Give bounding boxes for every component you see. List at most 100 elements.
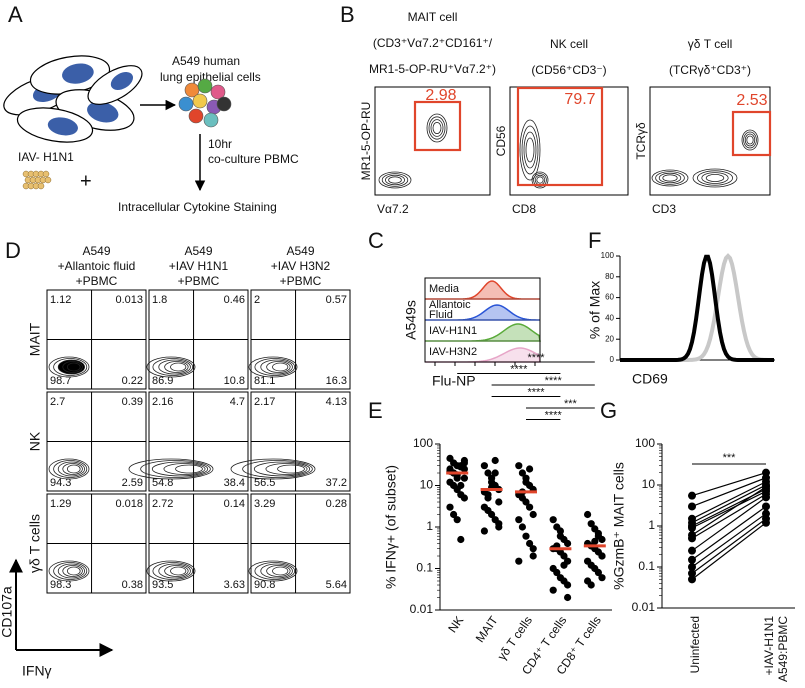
contour bbox=[152, 358, 194, 376]
y-tick-label: 100 bbox=[635, 436, 655, 450]
cell-nucleus bbox=[87, 101, 119, 123]
contour bbox=[265, 463, 308, 475]
quadrant-value: 2.59 bbox=[122, 477, 143, 489]
data-point bbox=[587, 581, 595, 589]
column-header: +PBMC bbox=[178, 274, 220, 288]
pair-line bbox=[691, 513, 767, 568]
contour bbox=[744, 133, 756, 147]
contour bbox=[430, 119, 444, 137]
y-axis-label: TCRγδ bbox=[634, 122, 648, 160]
data-point bbox=[688, 569, 696, 578]
quadrant-value: 93.5 bbox=[152, 579, 173, 591]
data-point bbox=[560, 552, 568, 560]
data-point bbox=[453, 474, 461, 482]
data-point bbox=[549, 586, 557, 594]
contour bbox=[525, 137, 535, 163]
quadrant-value: 0.013 bbox=[115, 294, 143, 306]
contour bbox=[705, 173, 725, 182]
contour bbox=[146, 560, 196, 582]
y-tick-label: 40 bbox=[605, 314, 614, 323]
data-point bbox=[484, 491, 492, 499]
data-point bbox=[762, 482, 770, 491]
data-point bbox=[529, 545, 537, 553]
data-point bbox=[594, 532, 603, 540]
staining-label: Intracellular Cytokine Staining bbox=[118, 200, 277, 214]
x-axis-label: Flu-NP bbox=[432, 373, 476, 389]
y-axis-label: %GzmB⁺ MAIT cells bbox=[611, 462, 627, 590]
significance-label: **** bbox=[545, 375, 563, 387]
pair-line bbox=[691, 505, 767, 561]
contour bbox=[384, 174, 405, 186]
contour bbox=[658, 172, 682, 184]
quadrant-value: 1.12 bbox=[50, 294, 71, 306]
x-axis-label: CD3 bbox=[652, 202, 676, 216]
contour bbox=[692, 168, 738, 188]
contour bbox=[170, 362, 187, 372]
x-tick-label: Uninfected bbox=[688, 616, 702, 673]
data-point bbox=[495, 520, 503, 528]
contour bbox=[428, 116, 446, 140]
column-header: +Allantoic fluid bbox=[58, 259, 136, 273]
data-point bbox=[762, 502, 770, 511]
data-point bbox=[518, 523, 527, 531]
y-tick-label: 0 bbox=[610, 355, 615, 364]
track-label: IAV-H3N2 bbox=[429, 346, 477, 358]
column-header: A549 bbox=[184, 244, 212, 258]
x-tick-label: MAIT bbox=[473, 613, 501, 645]
pair-line bbox=[691, 490, 767, 529]
x-tick-label: NK bbox=[445, 614, 466, 636]
data-point bbox=[688, 555, 696, 564]
quadrant-value: 38.4 bbox=[224, 477, 245, 489]
quadrant-value: 10.8 bbox=[224, 375, 245, 387]
cell-nucleus bbox=[47, 117, 78, 136]
quadrant-value: 4.13 bbox=[326, 396, 347, 408]
contour bbox=[697, 170, 734, 186]
data-point bbox=[515, 516, 523, 524]
contour bbox=[57, 563, 86, 579]
panel-letter: B bbox=[340, 2, 355, 27]
contour bbox=[378, 171, 412, 189]
data-point bbox=[495, 498, 503, 506]
quadrant-value: 54.8 bbox=[152, 477, 173, 489]
contour bbox=[242, 460, 313, 478]
panel-letter: A bbox=[8, 2, 23, 27]
pair-line bbox=[691, 477, 767, 507]
track-label: Fluid bbox=[429, 309, 453, 321]
x-tick-label: A549:PBMC bbox=[776, 616, 790, 682]
column-header: A549 bbox=[82, 244, 110, 258]
cell-nucleus bbox=[62, 63, 94, 84]
gate-value: 2.98 bbox=[425, 87, 456, 104]
contour bbox=[53, 460, 88, 478]
plot-frame bbox=[374, 86, 491, 196]
contour bbox=[426, 113, 448, 143]
pbmc-cell bbox=[192, 93, 208, 109]
plus-sign: + bbox=[80, 170, 92, 192]
data-point bbox=[556, 532, 565, 540]
data-point bbox=[480, 462, 488, 470]
data-point bbox=[491, 456, 499, 465]
contour bbox=[266, 565, 291, 577]
virus-particle bbox=[42, 170, 50, 178]
contour bbox=[266, 361, 291, 373]
contour bbox=[746, 135, 754, 145]
data-point bbox=[450, 510, 458, 519]
column-header: A549 bbox=[286, 244, 314, 258]
contour bbox=[140, 460, 211, 478]
contour bbox=[260, 359, 293, 375]
quadrant-value: 2.17 bbox=[254, 396, 275, 408]
quadrant-value: 86.9 bbox=[152, 375, 173, 387]
data-point bbox=[688, 491, 696, 500]
contour bbox=[128, 458, 214, 480]
data-point bbox=[488, 510, 496, 519]
data-point bbox=[484, 469, 492, 477]
y-tick-label: 1 bbox=[426, 519, 433, 533]
data-point bbox=[488, 478, 496, 486]
pair-line bbox=[691, 484, 767, 524]
contour bbox=[655, 171, 685, 185]
data-point bbox=[598, 574, 606, 582]
x-tick-label: +IAV-H1N1 bbox=[762, 616, 776, 676]
data-point bbox=[515, 557, 523, 565]
gate bbox=[413, 100, 462, 152]
pbmc-cell bbox=[188, 108, 204, 124]
y-axis-label: A549s bbox=[403, 300, 419, 340]
